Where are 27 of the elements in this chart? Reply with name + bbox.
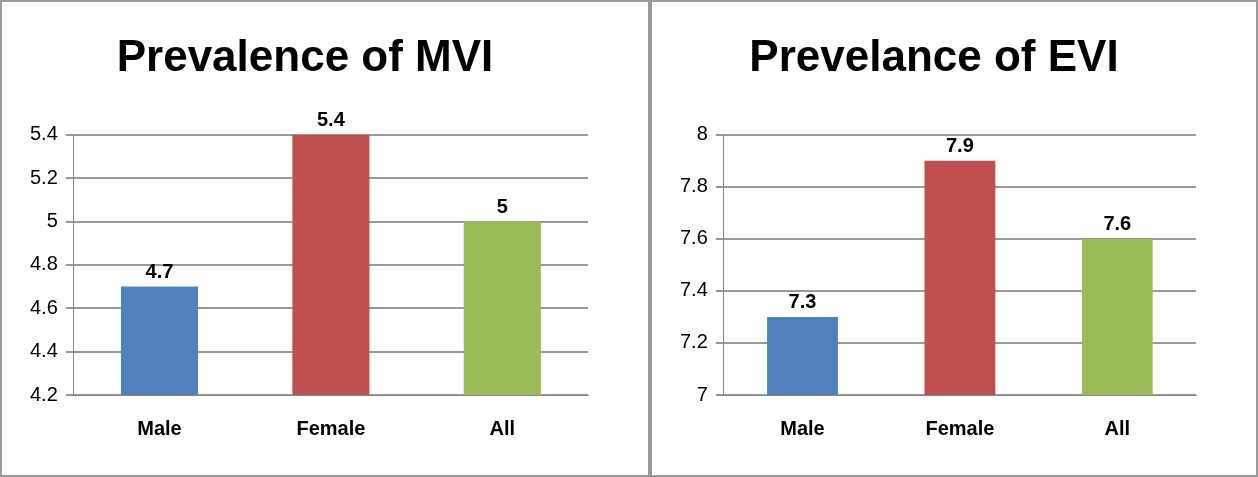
y-tick-label: 5.4 bbox=[29, 122, 58, 145]
data-label: 7.3 bbox=[788, 290, 817, 313]
x-tick-label: Female bbox=[925, 416, 995, 439]
x-tick-label: Male bbox=[137, 416, 182, 439]
x-tick-label: Male bbox=[780, 416, 825, 439]
y-tick-label: 5 bbox=[46, 209, 58, 232]
y-tick-label: 4.2 bbox=[29, 382, 58, 405]
data-label: 7.6 bbox=[1103, 212, 1132, 235]
y-tick-label: 7.8 bbox=[679, 174, 708, 197]
y-tick-label: 8 bbox=[696, 122, 708, 145]
chart-title: Prevelance of EVI bbox=[749, 30, 1119, 80]
data-label: 5.4 bbox=[317, 108, 346, 131]
y-tick-label: 4.4 bbox=[29, 339, 58, 362]
x-tick-label: All bbox=[1104, 416, 1131, 439]
y-tick-label: 4.8 bbox=[29, 252, 58, 275]
y-tick-label: 7.6 bbox=[679, 226, 708, 249]
y-tick-label: 4.6 bbox=[29, 295, 58, 318]
data-label: 4.7 bbox=[145, 260, 174, 283]
y-tick-label: 5.2 bbox=[29, 165, 58, 188]
y-tick-label: 7 bbox=[696, 382, 708, 405]
chart-title: Prevalence of MVI bbox=[116, 30, 494, 80]
data-label: 7.9 bbox=[946, 134, 974, 157]
x-tick-label: All bbox=[489, 416, 516, 439]
data-label: 5 bbox=[496, 195, 508, 218]
y-tick-label: 7.2 bbox=[679, 330, 708, 353]
y-tick-label: 7.4 bbox=[679, 278, 708, 301]
x-tick-label: Female bbox=[296, 416, 366, 439]
